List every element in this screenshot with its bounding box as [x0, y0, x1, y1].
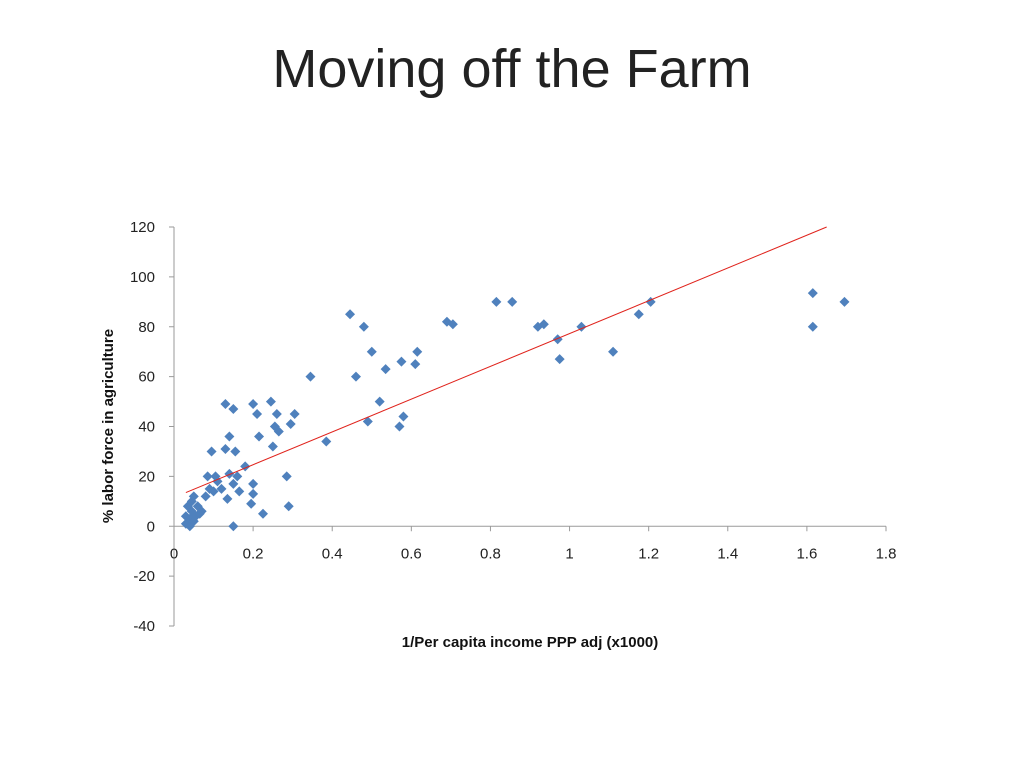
data-point [258, 508, 268, 519]
data-point [246, 498, 257, 509]
data-point [281, 471, 292, 482]
data-point [252, 409, 263, 420]
data-point [188, 491, 199, 502]
x-tick-label: 0.2 [243, 545, 264, 562]
data-point [224, 468, 235, 479]
data-point [234, 486, 245, 497]
y-tick-label: 100 [130, 269, 155, 286]
data-point [538, 319, 549, 330]
data-point [222, 493, 233, 504]
data-point [230, 446, 241, 457]
data-point [305, 371, 316, 382]
x-tick-label: 0.4 [322, 545, 343, 562]
x-tick-label: 0 [170, 545, 178, 562]
y-tick-label: 40 [138, 419, 155, 436]
data-point [220, 443, 231, 454]
data-point [232, 471, 243, 482]
x-tick-label: 1.4 [717, 545, 738, 562]
data-point [839, 296, 850, 307]
data-point [410, 359, 421, 370]
y-tick-label: -20 [133, 568, 155, 585]
y-tick-label: 120 [130, 219, 155, 236]
x-tick-label: 0.6 [401, 545, 422, 562]
data-point [807, 321, 818, 332]
data-point [267, 441, 278, 452]
slide-title: Moving off the Farm [272, 39, 752, 99]
data-point [396, 356, 407, 367]
data-point [228, 478, 239, 489]
y-tick-label: 80 [138, 319, 155, 336]
data-point [633, 309, 644, 320]
data-point [358, 321, 369, 332]
data-point [807, 288, 818, 299]
data-point [366, 346, 377, 357]
data-point [206, 446, 217, 457]
data-point [196, 506, 207, 517]
data-point [374, 396, 385, 407]
data-point [248, 399, 259, 410]
data-point [202, 471, 213, 482]
data-point [228, 404, 239, 415]
data-point [248, 478, 259, 489]
y-tick-label: -40 [133, 618, 155, 635]
y-axis-title: % labor force in agriculture [100, 329, 117, 523]
data-point [321, 436, 332, 447]
y-axis: -40 -20 0 20 40 60 80 100 120 [130, 219, 175, 635]
data-point [345, 309, 356, 320]
data-point [271, 409, 282, 420]
data-point [507, 296, 518, 307]
y-tick-label: 60 [138, 369, 155, 386]
data-point [552, 334, 563, 345]
data-point [224, 431, 235, 442]
data-point [220, 399, 231, 410]
data-point [200, 491, 211, 502]
data-point [398, 411, 409, 422]
data-point [254, 431, 265, 442]
data-point [554, 354, 565, 365]
data-point [285, 419, 296, 430]
data-point [412, 346, 423, 357]
data-point [216, 483, 227, 494]
data-point [208, 486, 219, 497]
trendline [185, 226, 827, 494]
data-point [289, 409, 300, 420]
data-point [447, 319, 458, 330]
x-axis-title: 1/Per capita income PPP adj (x1000) [402, 634, 659, 651]
data-point [608, 346, 619, 357]
data-point [248, 488, 259, 499]
x-tick-label: 1.8 [876, 545, 897, 562]
data-point [265, 396, 276, 407]
data-point [491, 296, 502, 307]
data-point [283, 501, 294, 512]
data-point [362, 416, 373, 427]
data-point [228, 521, 239, 532]
data-points [180, 288, 850, 532]
x-tick-label: 1.2 [638, 545, 659, 562]
x-axis: 0 0.2 0.4 0.6 0.8 1 1.2 1.4 1.6 1.8 [170, 525, 897, 562]
y-tick-label: 0 [147, 518, 155, 535]
y-tick-label: 20 [138, 468, 155, 485]
data-point [350, 371, 361, 382]
data-point [380, 364, 391, 375]
x-tick-label: 0.8 [480, 545, 501, 562]
x-tick-label: 1.6 [796, 545, 817, 562]
x-tick-label: 1 [565, 545, 573, 562]
data-point [273, 426, 284, 437]
data-point [394, 421, 405, 432]
trendline-group [185, 226, 827, 494]
